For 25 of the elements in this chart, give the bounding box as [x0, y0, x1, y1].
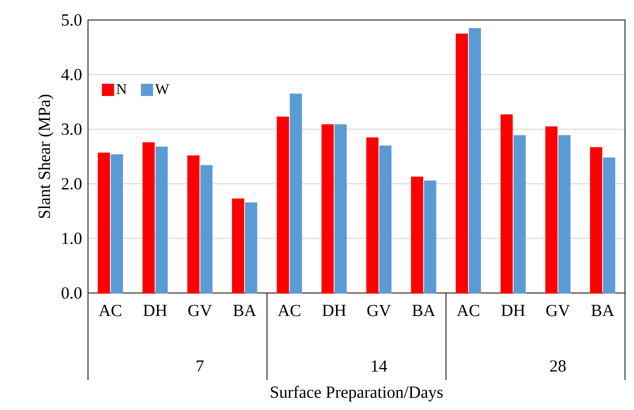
x-tick-label: GV: [546, 304, 570, 316]
x-tick-label: GV: [367, 304, 391, 316]
x-axis-title: Surface Preparation/Days: [270, 386, 443, 402]
y-tick-label: 0.0: [62, 287, 82, 299]
text: 28: [550, 360, 566, 372]
x-tick-label: DH: [322, 304, 346, 316]
x-tick-label: DH: [501, 304, 525, 316]
y-axis-title: Slant Shear (MPa): [38, 94, 54, 218]
x-tick-label: GV: [188, 304, 212, 316]
x-tick-label: AC: [456, 304, 480, 316]
legend-label: N: [116, 84, 127, 94]
y-tick-label: 3.0: [62, 123, 82, 135]
x-tick-label: BA: [233, 304, 256, 316]
y-tick-label: 1.0: [62, 232, 82, 244]
x-tick-label: AC: [278, 304, 300, 316]
text: 14: [372, 360, 388, 372]
y-tick-label: 5.0: [62, 14, 82, 26]
x-tick-label: DH: [143, 304, 167, 316]
x-tick-label: BA: [591, 304, 614, 316]
text: 7: [196, 360, 204, 372]
y-tick-label: 2.0: [62, 178, 82, 190]
legend-label: W: [155, 84, 170, 94]
x-tick-label: BA: [412, 304, 436, 316]
y-tick-label: 4.0: [61, 68, 82, 80]
x-tick-label: AC: [98, 304, 122, 316]
